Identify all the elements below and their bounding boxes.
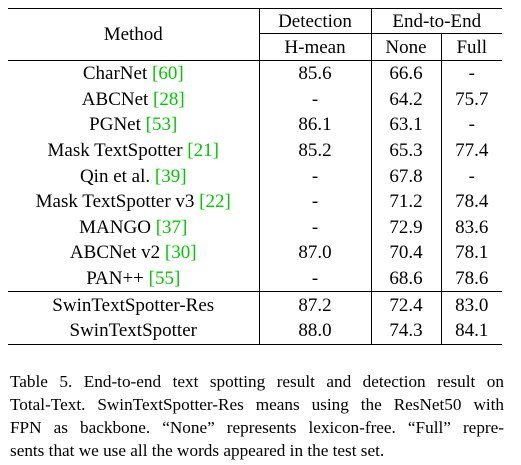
full-cell: 83.0: [441, 292, 502, 318]
none-cell: 72.9: [371, 215, 441, 241]
citation-number: 53: [152, 114, 171, 135]
full-cell: -: [441, 163, 502, 189]
method-cell: PAN++ [55]: [8, 266, 259, 292]
none-cell: 70.4: [371, 240, 441, 266]
none-cell: 68.6: [371, 266, 441, 292]
hmean-cell: -: [259, 215, 371, 241]
table-row: ABCNet v2 [30] 87.0 70.4 78.1: [8, 240, 502, 266]
method-cell: CharNet [60]: [8, 61, 259, 87]
hmean-cell: -: [259, 87, 371, 113]
method-name: PAN++: [86, 268, 144, 289]
none-header: None: [371, 34, 441, 61]
caption-line: Table 5. End-to-end text spotting result…: [10, 370, 504, 393]
method-name: CharNet: [83, 63, 147, 84]
citation: [30]: [165, 242, 197, 263]
table-row: MANGO [37] - 72.9 83.6: [8, 215, 502, 241]
method-name: Mask TextSpotter: [48, 140, 183, 161]
none-cell: 66.6: [371, 61, 441, 87]
citation: [22]: [199, 191, 231, 212]
hmean-cell: -: [259, 163, 371, 189]
hmean-cell: 85.2: [259, 138, 371, 164]
none-cell: 74.3: [371, 318, 441, 344]
citation-number: 30: [171, 242, 190, 263]
citation-number: 28: [159, 89, 178, 110]
table-row: PAN++ [55] - 68.6 78.6: [8, 266, 502, 292]
method-cell: MANGO [37]: [8, 215, 259, 241]
full-cell: 78.6: [441, 266, 502, 292]
method-cell: Mask TextSpotter v3 [22]: [8, 189, 259, 215]
results-table: Method Detection End-to-End H-mean None …: [8, 8, 502, 345]
hmean-cell: 87.0: [259, 240, 371, 266]
none-cell: 63.1: [371, 112, 441, 138]
full-cell: 78.4: [441, 189, 502, 215]
table-row: Mask TextSpotter [21] 85.2 65.3 77.4: [8, 138, 502, 164]
method-cell: Qin et al. [39]: [8, 163, 259, 189]
citation-number: 22: [206, 191, 225, 212]
table-row: Mask TextSpotter v3 [22] - 71.2 78.4: [8, 189, 502, 215]
hmean-cell: 85.6: [259, 61, 371, 87]
method-name: Qin et al.: [80, 166, 150, 187]
hmean-cell: 88.0: [259, 318, 371, 344]
hmean-cell: -: [259, 266, 371, 292]
citation: [21]: [187, 140, 219, 161]
method-name: ABCNet: [82, 89, 149, 110]
citation: [53]: [146, 114, 178, 135]
full-cell: 78.1: [441, 240, 502, 266]
table-row-ours: SwinTextSpotter 88.0 74.3 84.1: [8, 318, 502, 344]
method-name: PGNet: [89, 114, 141, 135]
method-cell: ABCNet v2 [30]: [8, 240, 259, 266]
caption-line: sents that we use all the words appeared…: [10, 439, 504, 462]
citation: [60]: [152, 63, 184, 84]
full-cell: -: [441, 112, 502, 138]
method-cell: SwinTextSpotter-Res: [8, 292, 259, 318]
table-row: ABCNet [28] - 64.2 75.7: [8, 87, 502, 113]
full-cell: 83.6: [441, 215, 502, 241]
citation-number: 39: [161, 166, 180, 187]
method-cell: PGNet [53]: [8, 112, 259, 138]
full-cell: -: [441, 61, 502, 87]
full-cell: 75.7: [441, 87, 502, 113]
citation-number: 21: [194, 140, 213, 161]
method-cell: ABCNet [28]: [8, 87, 259, 113]
citation: [37]: [156, 217, 188, 238]
citation: [39]: [155, 166, 187, 187]
caption-line: Total-Text. SwinTextSpotter-Res means us…: [10, 393, 504, 416]
table-row: CharNet [60] 85.6 66.6 -: [8, 61, 502, 87]
method-cell: Mask TextSpotter [21]: [8, 138, 259, 164]
table-caption: Table 5. End-to-end text spotting result…: [10, 370, 504, 462]
citation-number: 60: [158, 63, 177, 84]
detection-header: Detection: [259, 9, 371, 34]
citation: [55]: [149, 268, 181, 289]
method-header: Method: [8, 9, 259, 61]
method-name: MANGO: [79, 217, 151, 238]
full-header: Full: [441, 34, 502, 61]
citation-number: 55: [155, 268, 174, 289]
hmean-cell: 87.2: [259, 292, 371, 318]
hmean-cell: 86.1: [259, 112, 371, 138]
none-cell: 64.2: [371, 87, 441, 113]
citation: [28]: [153, 89, 185, 110]
none-cell: 67.8: [371, 163, 441, 189]
none-cell: 65.3: [371, 138, 441, 164]
caption-line: FPN as backbone. “None” represents lexic…: [10, 416, 504, 439]
method-name: Mask TextSpotter v3: [36, 191, 195, 212]
table-row: Qin et al. [39] - 67.8 -: [8, 163, 502, 189]
hmean-header: H-mean: [259, 34, 371, 61]
header-row-1: Method Detection End-to-End: [8, 9, 502, 34]
method-name: ABCNet v2: [70, 242, 160, 263]
full-cell: 84.1: [441, 318, 502, 344]
hmean-cell: -: [259, 189, 371, 215]
none-cell: 72.4: [371, 292, 441, 318]
full-cell: 77.4: [441, 138, 502, 164]
end-to-end-header: End-to-End: [371, 9, 502, 34]
method-cell: SwinTextSpotter: [8, 318, 259, 344]
table-row: PGNet [53] 86.1 63.1 -: [8, 112, 502, 138]
none-cell: 71.2: [371, 189, 441, 215]
table-row-ours: SwinTextSpotter-Res 87.2 72.4 83.0: [8, 292, 502, 318]
citation-number: 37: [162, 217, 181, 238]
